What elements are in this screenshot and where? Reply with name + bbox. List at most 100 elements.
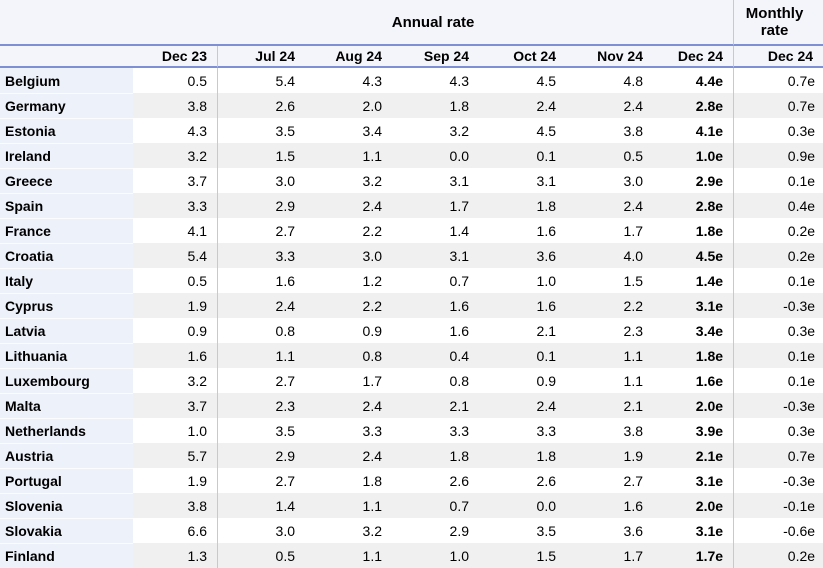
annual-rate-cell: 3.8	[566, 118, 653, 143]
table-row: Netherlands 1.0 3.5 3.3 3.3 3.3 3.8 3.9e 0.3e	[0, 418, 823, 443]
annual-rate-cell: 2.2	[305, 218, 392, 243]
table-row: Slovenia 3.8 1.4 1.1 0.7 0.0 1.6 2.0e -0.1e	[0, 493, 823, 518]
annual-rate-cell: 1.4	[392, 218, 479, 243]
annual-rate-cell: 3.5	[479, 518, 566, 543]
annual-rate-cell: 2.4	[479, 393, 566, 418]
monthly-rate-cell: -0.6e	[733, 518, 823, 543]
annual-rate-cell: 4.3	[133, 118, 218, 143]
annual-rate-cell: 3.1e	[653, 468, 734, 493]
country-label: Estonia	[0, 118, 133, 143]
annual-rate-cell: 2.9	[218, 193, 305, 218]
monthly-rate-cell: 0.3e	[733, 418, 823, 443]
annual-rate-cell: 4.1e	[653, 118, 734, 143]
annual-rate-cell: 1.6e	[653, 368, 734, 393]
monthly-rate-cell: 0.7e	[733, 68, 823, 93]
annual-rate-cell: 2.1	[566, 393, 653, 418]
monthly-rate-cell: 0.1e	[733, 343, 823, 368]
country-label: Italy	[0, 268, 133, 293]
annual-rate-cell: 0.8	[392, 368, 479, 393]
annual-rate-cell: 3.6	[566, 518, 653, 543]
annual-rate-cell: 2.9	[218, 443, 305, 468]
annual-rate-cell: 1.2	[305, 268, 392, 293]
monthly-rate-cell: -0.3e	[733, 393, 823, 418]
column-header-oct24: Oct 24	[479, 46, 566, 68]
annual-rate-cell: 2.9e	[653, 168, 734, 193]
annual-rate-cell: 1.6	[479, 218, 566, 243]
column-header-nov24: Nov 24	[566, 46, 653, 68]
annual-rate-cell: 1.8	[392, 93, 479, 118]
table-row: Malta 3.7 2.3 2.4 2.1 2.4 2.1 2.0e -0.3e	[0, 393, 823, 418]
annual-rate-cell: 2.1	[392, 393, 479, 418]
annual-rate-cell: 2.4	[305, 443, 392, 468]
annual-rate-cell: 1.8e	[653, 343, 734, 368]
annual-rate-cell: 2.2	[566, 293, 653, 318]
annual-rate-cell: 3.2	[133, 368, 218, 393]
table-row: Greece 3.7 3.0 3.2 3.1 3.1 3.0 2.9e 0.1e	[0, 168, 823, 193]
monthly-rate-cell: 0.9e	[733, 143, 823, 168]
annual-rate-cell: 1.8	[479, 443, 566, 468]
country-label: Germany	[0, 93, 133, 118]
country-label: Belgium	[0, 68, 133, 93]
table-row: Spain 3.3 2.9 2.4 1.7 1.8 2.4 2.8e 0.4e	[0, 193, 823, 218]
monthly-rate-cell: 0.3e	[733, 318, 823, 343]
annual-rate-cell: 1.5	[566, 268, 653, 293]
annual-rate-cell: 2.7	[218, 468, 305, 493]
table-row: Luxembourg 3.2 2.7 1.7 0.8 0.9 1.1 1.6e 0.1e	[0, 368, 823, 393]
annual-rate-cell: 4.5	[479, 118, 566, 143]
annual-rate-cell: 5.4	[218, 68, 305, 93]
annual-rate-cell: 3.8	[133, 93, 218, 118]
annual-rate-cell: 3.8	[133, 493, 218, 518]
annual-rate-cell: 0.9	[479, 368, 566, 393]
country-label: Croatia	[0, 243, 133, 268]
country-column-header	[0, 46, 133, 68]
monthly-rate-cell: 0.3e	[733, 118, 823, 143]
annual-rate-cell: 3.9e	[653, 418, 734, 443]
table-row: Italy 0.5 1.6 1.2 0.7 1.0 1.5 1.4e 0.1e	[0, 268, 823, 293]
annual-rate-cell: 1.5	[218, 143, 305, 168]
annual-rate-cell: 1.6	[392, 293, 479, 318]
annual-rate-cell: 1.1	[305, 143, 392, 168]
annual-rate-cell: 1.7e	[653, 543, 734, 568]
column-header-dec23: Dec 23	[133, 46, 218, 68]
annual-rate-cell: 4.5e	[653, 243, 734, 268]
annual-rate-cell: 0.8	[218, 318, 305, 343]
table-row: Croatia 5.4 3.3 3.0 3.1 3.6 4.0 4.5e 0.2e	[0, 243, 823, 268]
annual-rate-cell: 1.6	[392, 318, 479, 343]
annual-rate-cell: 3.3	[479, 418, 566, 443]
table-row: Ireland 3.2 1.5 1.1 0.0 0.1 0.5 1.0e 0.9e	[0, 143, 823, 168]
annual-rate-cell: 1.3	[133, 543, 218, 568]
column-header-jul24: Jul 24	[218, 46, 305, 68]
annual-rate-cell: 3.3	[218, 243, 305, 268]
annual-rate-cell: 1.6	[133, 343, 218, 368]
annual-rate-cell: 1.8	[479, 193, 566, 218]
annual-rate-cell: 1.6	[566, 493, 653, 518]
monthly-rate-cell: 0.2e	[733, 243, 823, 268]
annual-rate-cell: 2.0e	[653, 393, 734, 418]
country-label: Finland	[0, 543, 133, 568]
annual-rate-cell: 2.4	[566, 93, 653, 118]
annual-rate-cell: 2.0e	[653, 493, 734, 518]
annual-rate-cell: 1.1	[566, 368, 653, 393]
annual-rate-cell: 3.1	[479, 168, 566, 193]
annual-rate-cell: 3.1	[392, 243, 479, 268]
annual-rate-cell: 3.0	[218, 168, 305, 193]
annual-rate-cell: 1.7	[566, 218, 653, 243]
monthly-rate-cell: -0.3e	[733, 293, 823, 318]
monthly-rate-cell: 0.2e	[733, 543, 823, 568]
annual-rate-cell: 3.6	[479, 243, 566, 268]
annual-rate-cell: 0.1	[479, 343, 566, 368]
annual-rate-cell: 3.0	[566, 168, 653, 193]
annual-rate-cell: 1.5	[479, 543, 566, 568]
annual-rate-cell: 3.1e	[653, 518, 734, 543]
annual-rate-cell: 4.8	[566, 68, 653, 93]
column-header-sep24: Sep 24	[392, 46, 479, 68]
annual-rate-cell: 1.9	[133, 468, 218, 493]
monthly-rate-cell: 0.1e	[733, 268, 823, 293]
annual-rate-cell: 2.7	[218, 218, 305, 243]
annual-rate-cell: 3.1	[392, 168, 479, 193]
annual-rate-cell: 1.7	[305, 368, 392, 393]
table-row: Slovakia 6.6 3.0 3.2 2.9 3.5 3.6 3.1e -0.6e	[0, 518, 823, 543]
annual-rate-cell: 0.0	[392, 143, 479, 168]
annual-rate-cell: 2.8e	[653, 193, 734, 218]
table-row: Cyprus 1.9 2.4 2.2 1.6 1.6 2.2 3.1e -0.3e	[0, 293, 823, 318]
